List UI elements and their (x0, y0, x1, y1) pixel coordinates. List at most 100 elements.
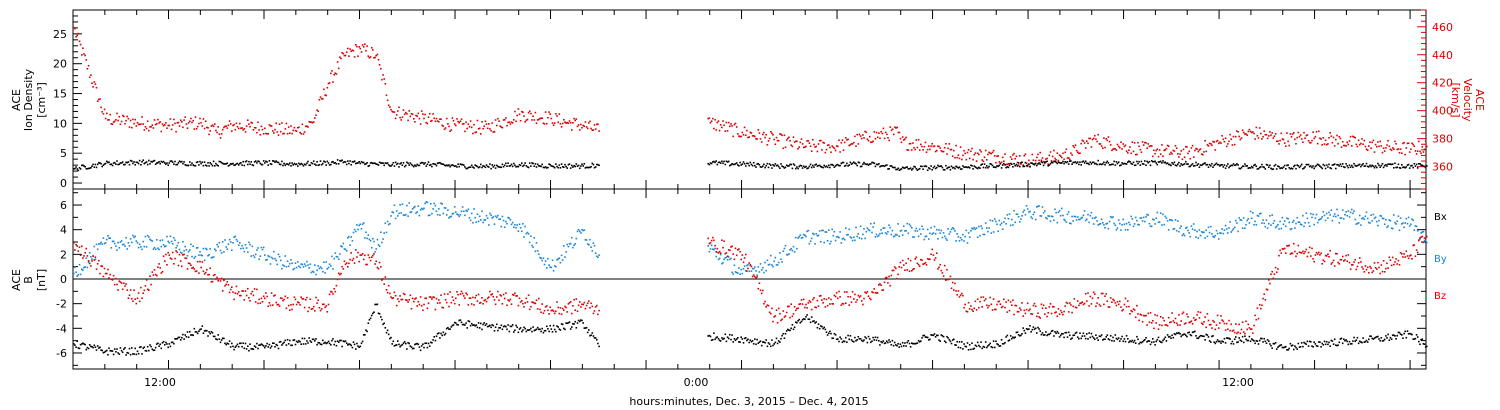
data-point (567, 245, 570, 248)
data-point (525, 232, 528, 235)
data-point (405, 111, 407, 114)
data-point (834, 149, 837, 152)
data-point (233, 348, 235, 351)
data-point (1023, 329, 1026, 332)
data-point (1217, 163, 1220, 166)
data-point (235, 122, 238, 125)
data-point (1159, 212, 1162, 214)
data-point (733, 123, 736, 126)
data-point (858, 338, 861, 340)
data-point (594, 128, 597, 130)
data-point (1337, 164, 1339, 166)
data-point (336, 61, 339, 63)
data-point (93, 245, 96, 248)
data-point (117, 241, 119, 244)
data-point (386, 99, 389, 102)
data-point (206, 330, 208, 332)
data-point (434, 339, 437, 342)
data-point (1288, 221, 1290, 224)
data-point (400, 119, 402, 121)
data-point (759, 263, 762, 265)
data-point (1383, 338, 1386, 341)
data-point (1059, 214, 1062, 217)
data-point (543, 166, 546, 169)
data-point (767, 264, 770, 266)
data-point (1341, 163, 1344, 165)
data-point (749, 339, 752, 341)
data-point (882, 165, 885, 167)
data-point (390, 165, 392, 167)
data-point (1076, 151, 1079, 154)
data-point (1405, 166, 1408, 168)
data-point (772, 265, 774, 268)
data-point (318, 99, 321, 101)
data-point (1170, 151, 1172, 154)
data-point (93, 166, 96, 168)
data-point (86, 167, 89, 170)
data-point (983, 233, 986, 236)
data-point (586, 166, 589, 169)
data-point (577, 228, 580, 231)
data-point (387, 164, 390, 166)
data-point (370, 161, 373, 164)
data-point (403, 293, 406, 296)
data-point (1248, 167, 1251, 169)
data-point (392, 162, 395, 164)
data-point (101, 165, 103, 168)
data-point (1248, 128, 1251, 131)
data-point (486, 217, 489, 219)
data-point (244, 131, 247, 133)
data-point (466, 167, 468, 170)
data-point (1240, 137, 1243, 139)
data-point (308, 306, 310, 309)
data-point (1289, 168, 1292, 170)
data-point (959, 146, 962, 148)
data-point (1306, 163, 1309, 166)
data-point (1157, 336, 1160, 339)
data-point (500, 225, 503, 228)
data-point (953, 338, 955, 341)
data-point (1299, 134, 1302, 136)
data-point (268, 255, 271, 258)
data-point (523, 115, 525, 117)
data-point (738, 341, 740, 343)
data-point (310, 121, 313, 123)
data-point (485, 214, 488, 217)
data-point (725, 340, 728, 343)
data-point (746, 264, 748, 267)
data-point (716, 336, 719, 338)
data-point (187, 122, 190, 124)
data-point (772, 344, 774, 347)
data-point (954, 167, 956, 170)
data-point (579, 167, 581, 170)
data-point (585, 126, 588, 128)
data-point (123, 115, 125, 118)
data-point (361, 44, 364, 46)
data-point (1404, 330, 1406, 333)
data-point (967, 232, 970, 234)
data-point (270, 256, 273, 259)
data-point (1178, 331, 1180, 334)
data-point (1353, 336, 1355, 339)
data-point (815, 163, 817, 166)
data-point (993, 166, 996, 168)
data-point (824, 151, 827, 154)
data-point (1180, 163, 1182, 165)
data-point (116, 283, 118, 286)
data-point (992, 149, 995, 152)
data-point (77, 347, 80, 349)
data-point (221, 162, 224, 165)
data-point (134, 235, 136, 238)
data-point (1022, 165, 1024, 168)
data-point (195, 161, 198, 164)
data-point (88, 262, 91, 265)
data-point (964, 345, 966, 348)
data-point (266, 258, 268, 261)
data-point (963, 240, 965, 242)
data-point (1315, 164, 1318, 167)
data-point (253, 345, 256, 347)
data-point (418, 117, 421, 120)
data-point (1119, 146, 1121, 149)
data-point (709, 335, 712, 338)
data-point (375, 54, 377, 57)
